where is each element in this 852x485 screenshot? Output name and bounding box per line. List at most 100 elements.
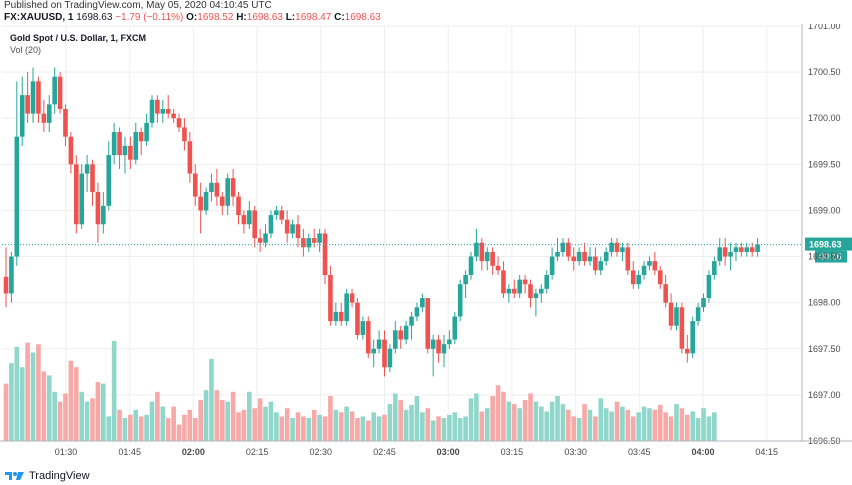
volume-bar: [549, 401, 555, 441]
volume-bar: [290, 418, 295, 441]
open-value: 1698.52: [197, 12, 234, 23]
candle-body: [252, 210, 258, 239]
candle-body: [133, 132, 139, 160]
volume-bar: [652, 409, 658, 441]
candle-body: [717, 247, 723, 262]
candle-body: [111, 132, 117, 156]
candle-body: [295, 224, 301, 239]
volume-bar: [144, 414, 149, 441]
candle-body: [84, 164, 90, 174]
volume-bar: [522, 400, 528, 441]
candle-body: [128, 145, 133, 160]
candlestick-chart[interactable]: 1698.63 00:16 1701.00 1700.50 1700.00 1699.5…: [0, 24, 852, 467]
candle-body: [117, 132, 122, 156]
x-tick-label: 02:30: [310, 447, 333, 457]
volume-bar: [311, 409, 317, 441]
candle-body: [647, 261, 652, 266]
candle-body: [593, 256, 598, 271]
candle-body: [203, 192, 209, 211]
x-tick-label: 04:00: [691, 447, 714, 457]
x-tick-label: 01:30: [55, 447, 78, 457]
y-tick-label: 1701.00: [808, 24, 841, 31]
candle-body: [160, 109, 166, 114]
candle-body: [652, 261, 658, 271]
candle-body: [257, 238, 263, 243]
volume-bar: [171, 406, 176, 441]
volume-bar: [425, 408, 431, 441]
volume-bar: [322, 416, 328, 441]
price-label-text: 1698.63: [809, 240, 842, 250]
volume-bar: [165, 418, 171, 441]
candle-body: [192, 173, 198, 197]
volume-bar: [117, 409, 122, 441]
candle-body: [209, 182, 214, 192]
candle-body: [36, 81, 41, 114]
candle-body: [101, 205, 106, 225]
candle-body: [447, 339, 452, 345]
volume-bar: [679, 408, 685, 441]
candle-body: [430, 339, 436, 349]
candle-body: [560, 242, 566, 252]
volume-bar: [279, 416, 285, 441]
candle-body: [393, 330, 398, 349]
footer: TradingView: [0, 467, 852, 485]
candle-body: [733, 247, 739, 252]
countdown-text: 00:16: [819, 252, 842, 262]
candle-body: [52, 76, 57, 105]
volume-bar: [63, 393, 68, 441]
volume-bar: [274, 412, 279, 441]
candle-body: [274, 210, 279, 216]
candle-body: [539, 288, 544, 294]
candle-body: [144, 122, 149, 142]
candle-body: [641, 265, 647, 275]
candle-body: [712, 261, 717, 275]
candle-body: [620, 247, 625, 252]
volume-bar: [447, 414, 452, 441]
candle-body: [122, 145, 128, 156]
volume-bar: [457, 418, 463, 441]
volume-bar: [52, 391, 57, 441]
candle-body: [187, 141, 193, 174]
candle-body: [441, 344, 447, 354]
volume-bar: [593, 416, 598, 441]
candle-body: [517, 279, 522, 294]
volume-bar: [587, 409, 593, 441]
volume-bar: [506, 401, 512, 441]
tradingview-logo[interactable]: TradingView: [4, 470, 90, 482]
candle-body: [403, 325, 409, 340]
candle-body: [630, 270, 636, 285]
candle-body: [484, 251, 490, 262]
x-tick-label: 02:00: [182, 447, 205, 457]
candle-body: [685, 348, 690, 354]
volume-bar: [128, 414, 133, 441]
y-tick-label: 1700.00: [808, 113, 841, 123]
candle-body: [79, 173, 84, 225]
volume-bar: [176, 424, 182, 441]
volume-bar: [365, 420, 371, 441]
volume-bar: [436, 416, 441, 441]
candle-body: [95, 192, 101, 225]
volume-bar: [625, 409, 631, 441]
candle-body: [322, 233, 328, 275]
candle-body: [3, 276, 9, 294]
candle-body: [614, 242, 620, 252]
candle-body: [657, 270, 663, 285]
volume-bar: [84, 401, 90, 441]
volume-bar: [182, 414, 187, 441]
candle-body: [268, 215, 274, 234]
volume-bar: [576, 418, 582, 441]
candle-body: [609, 242, 614, 252]
y-tick-label: 1698.00: [808, 298, 841, 308]
volume-bar: [360, 416, 366, 441]
high-value: 1698.63: [246, 12, 283, 23]
volume-bar: [539, 406, 544, 441]
tradingview-logo-icon: [5, 472, 24, 480]
volume-bar: [209, 359, 214, 441]
volume-bar: [214, 390, 220, 441]
price-label-box: [805, 237, 852, 251]
candle-body: [311, 238, 317, 243]
volume-legend: Vol (20): [10, 45, 42, 55]
candle-body: [171, 113, 176, 119]
candle-body: [571, 256, 577, 262]
low-label: L:: [285, 12, 296, 23]
